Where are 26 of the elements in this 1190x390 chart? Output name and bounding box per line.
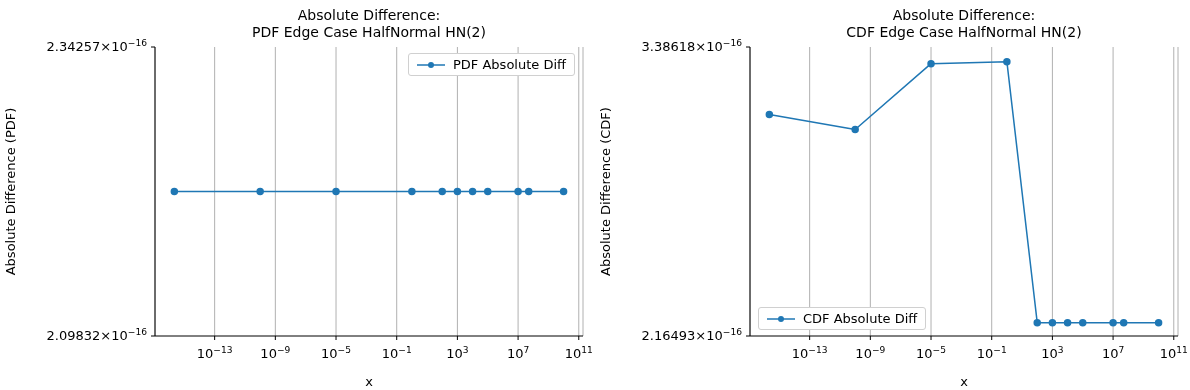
- x-tick-label: 10$^{−5}$: [916, 345, 946, 361]
- x-tick-label: 10$^{11}$: [564, 345, 593, 361]
- x-tick-label: 10$^{−1}$: [381, 345, 412, 361]
- y-tick-label: 2.09832×10$^{−16}$: [46, 327, 148, 343]
- x-tick-label: 10$^{3}$: [1041, 345, 1064, 361]
- x-tick-label: 10$^{−9}$: [260, 345, 291, 361]
- legend-label: PDF Absolute Diff: [453, 57, 566, 72]
- y-axis-title: Absolute Difference (PDF): [2, 107, 18, 276]
- y-tick-label: 2.34257×10$^{−16}$: [46, 38, 148, 54]
- x-tick-label: 10$^{−13}$: [196, 345, 233, 361]
- x-tick-label: 10$^{3}$: [446, 345, 469, 361]
- x-tick-label: 10$^{−9}$: [855, 345, 886, 361]
- x-tick-label: 10$^{−1}$: [976, 345, 1007, 361]
- x-tick-label: 10$^{11}$: [1159, 345, 1188, 361]
- x-axis-title: x: [365, 374, 374, 389]
- y-tick-label: 3.38618×10$^{−16}$: [641, 38, 743, 54]
- y-tick-label: 2.16493×10$^{−16}$: [641, 327, 743, 343]
- x-tick-label: 10$^{−5}$: [321, 345, 351, 361]
- x-axis-title: x: [960, 374, 969, 389]
- x-tick-label: 10$^{7}$: [1101, 345, 1125, 361]
- x-tick-label: 10$^{7}$: [506, 345, 530, 361]
- y-axis-title: Absolute Difference (CDF): [597, 107, 613, 276]
- chart-title: Absolute Difference: CDF Edge Case HalfNormal HN(2): [845, 7, 1083, 41]
- x-tick-label: 10$^{−13}$: [791, 345, 828, 361]
- legend-label: CDF Absolute Diff: [803, 311, 918, 326]
- chart-title: Absolute Difference: PDF Edge Case HalfNormal HN(2): [251, 7, 487, 41]
